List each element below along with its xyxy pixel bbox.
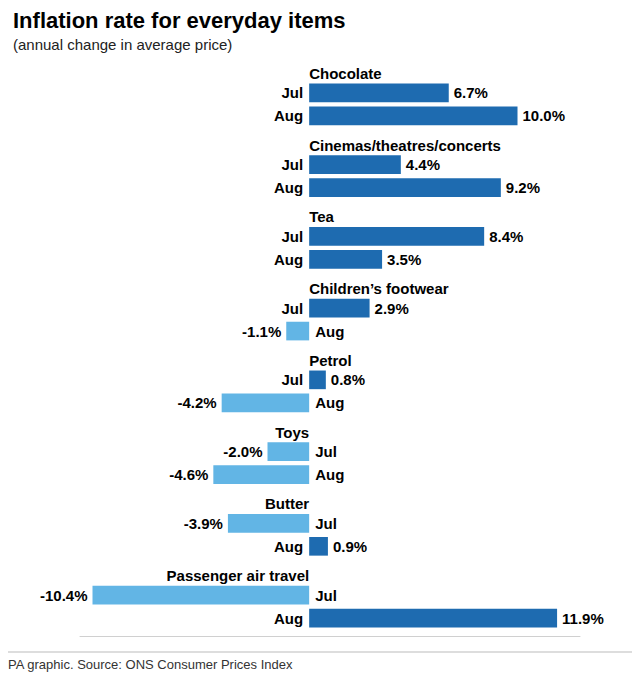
svg-text:3.5%: 3.5% [387, 251, 421, 268]
svg-text:Jul: Jul [281, 300, 303, 317]
svg-text:Toys: Toys [275, 424, 309, 441]
svg-text:-4.2%: -4.2% [177, 394, 216, 411]
svg-text:Jul: Jul [281, 84, 303, 101]
svg-text:2.9%: 2.9% [375, 300, 409, 317]
svg-text:Butter: Butter [265, 495, 309, 512]
svg-text:-4.6%: -4.6% [169, 466, 208, 483]
svg-text:Aug: Aug [315, 394, 344, 411]
svg-text:0.9%: 0.9% [333, 538, 367, 555]
svg-text:Tea: Tea [309, 208, 334, 225]
svg-text:Aug: Aug [274, 179, 303, 196]
svg-text:-2.0%: -2.0% [223, 443, 262, 460]
svg-text:Jul: Jul [315, 443, 337, 460]
svg-text:0.8%: 0.8% [331, 371, 365, 388]
svg-text:-10.4%: -10.4% [40, 587, 88, 604]
svg-text:4.4%: 4.4% [406, 156, 440, 173]
svg-text:Jul: Jul [315, 587, 337, 604]
svg-text:6.7%: 6.7% [454, 84, 488, 101]
svg-text:PA graphic. Source: ONS Consum: PA graphic. Source: ONS Consumer Prices … [8, 657, 293, 672]
svg-text:Jul: Jul [281, 156, 303, 173]
svg-text:Jul: Jul [281, 371, 303, 388]
svg-text:Jul: Jul [315, 515, 337, 532]
svg-text:Inflation rate for everyday it: Inflation rate for everyday items [13, 8, 346, 33]
svg-text:10.0%: 10.0% [523, 107, 566, 124]
svg-text:Jul: Jul [281, 228, 303, 245]
svg-text:Chocolate: Chocolate [309, 65, 382, 82]
svg-text:Aug: Aug [274, 251, 303, 268]
svg-text:-3.9%: -3.9% [184, 515, 223, 532]
svg-text:Passenger air travel: Passenger air travel [167, 567, 310, 584]
svg-text:Petrol: Petrol [309, 352, 352, 369]
svg-text:Aug: Aug [274, 107, 303, 124]
svg-text:11.9%: 11.9% [562, 610, 604, 627]
svg-text:Children’s footwear: Children’s footwear [309, 280, 449, 297]
svg-text:Aug: Aug [315, 466, 344, 483]
svg-text:-1.1%: -1.1% [242, 323, 281, 340]
svg-text:(annual change in average pric: (annual change in average price) [13, 36, 232, 53]
svg-text:9.2%: 9.2% [506, 179, 540, 196]
svg-text:Aug: Aug [274, 610, 303, 627]
svg-text:Aug: Aug [274, 538, 303, 555]
svg-text:Cinemas/theatres/concerts: Cinemas/theatres/concerts [309, 137, 501, 154]
svg-text:8.4%: 8.4% [489, 228, 523, 245]
svg-text:Aug: Aug [315, 323, 344, 340]
